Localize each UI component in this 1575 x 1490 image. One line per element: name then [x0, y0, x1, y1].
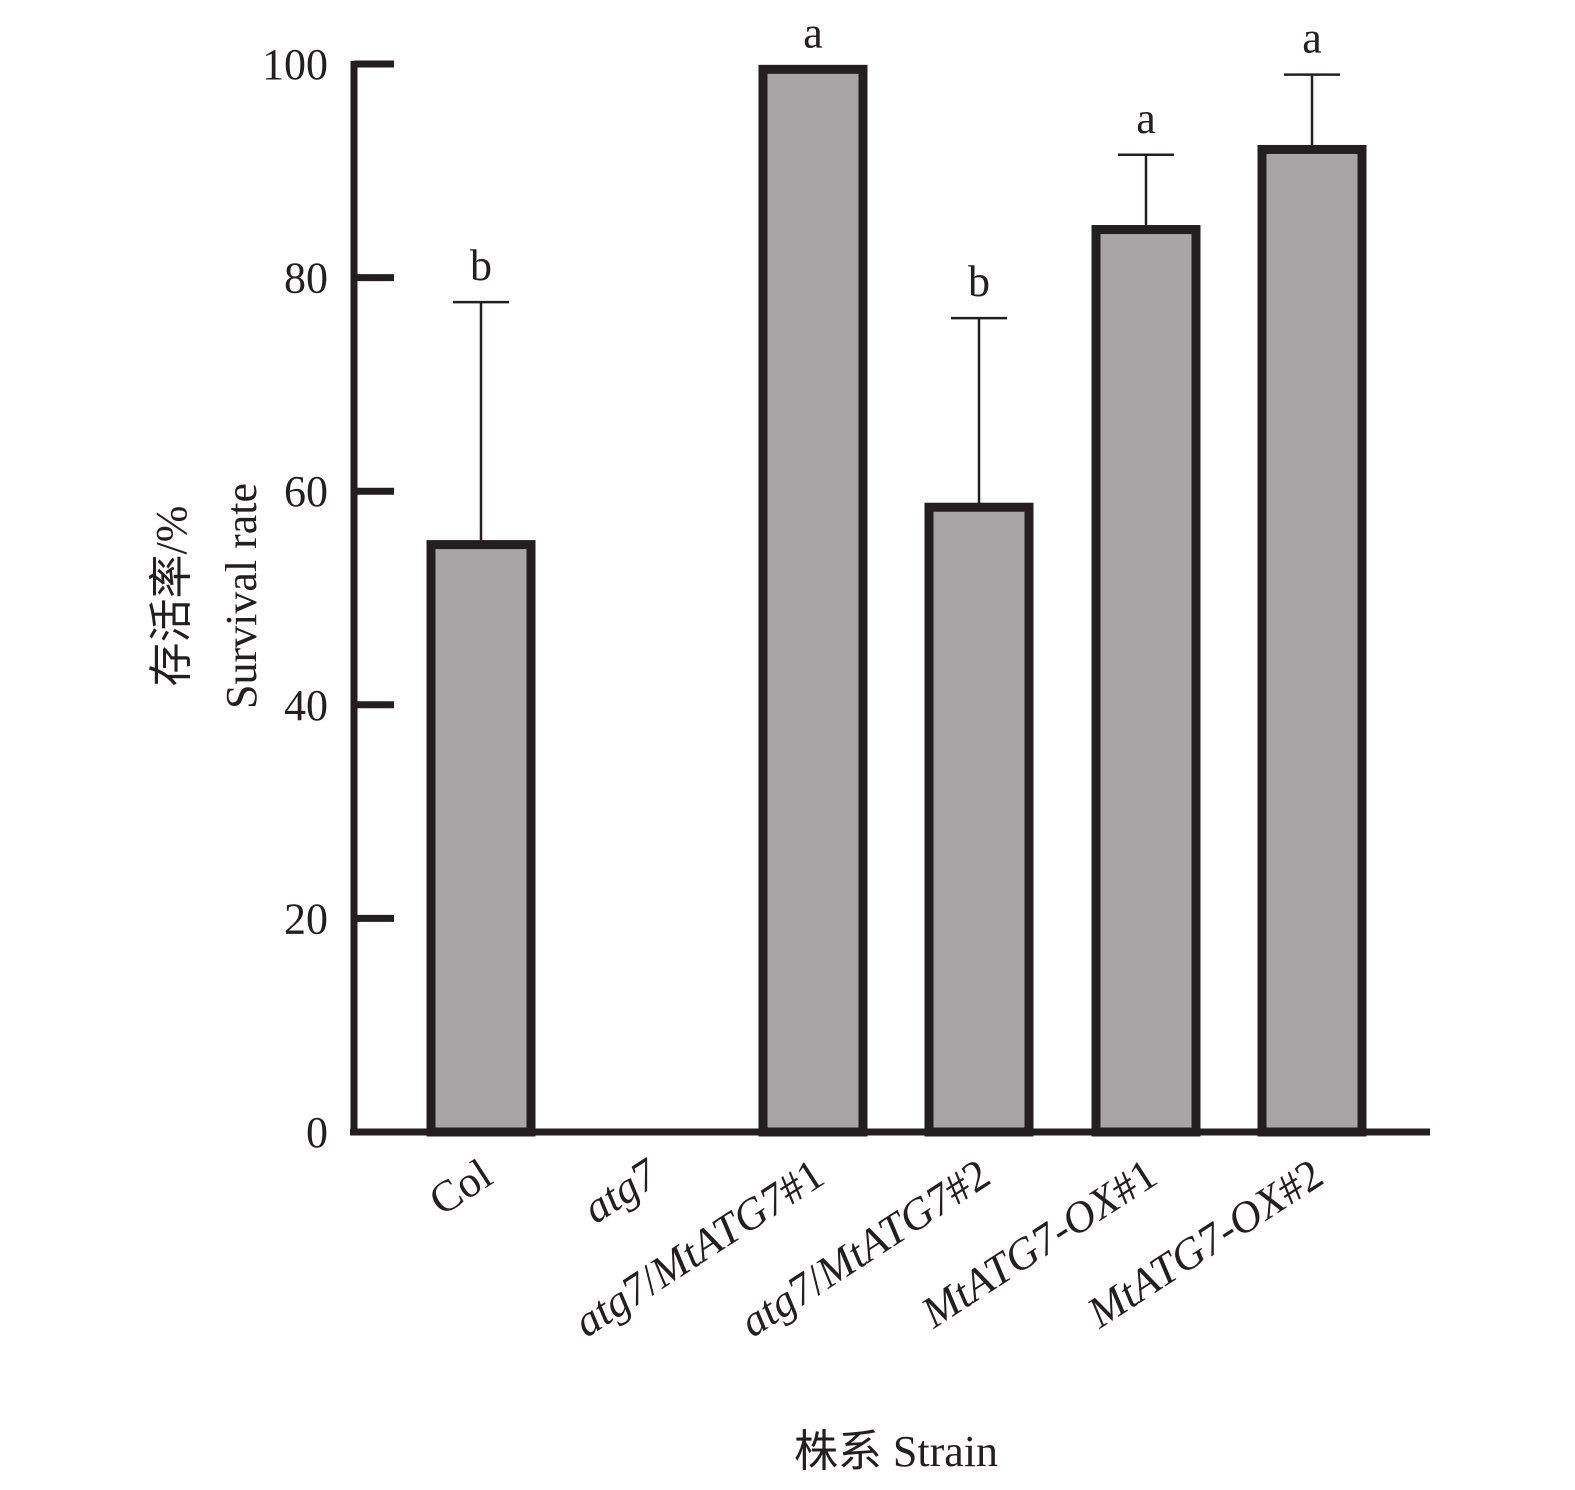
- category-label-atg7: atg7: [574, 1148, 668, 1233]
- y-axis-title-cn: 存活率/%: [147, 506, 196, 687]
- category-label-Col: Col: [420, 1149, 500, 1225]
- error-bar-MtATG7-OX#2: [1284, 73, 1340, 146]
- significance-label-atg7/MtATG7#2: b: [968, 257, 990, 306]
- y-tick-label-40: 40: [284, 681, 328, 730]
- y-axis-title: 存活率/%: [147, 506, 196, 687]
- svg-text:Col: Col: [420, 1149, 500, 1225]
- significance-label-MtATG7-OX#2: a: [1302, 14, 1322, 63]
- bars-group: [426, 64, 1367, 1137]
- y-axis-title-en: Survival rate: [217, 483, 266, 709]
- error-bar-atg7/MtATG7#2: [951, 316, 1007, 504]
- bar-atg7/MtATG7#1: [758, 64, 868, 1137]
- error-bar-MtATG7-OX#1: [1118, 153, 1174, 226]
- bar-Col: [426, 540, 536, 1137]
- category-labels-group: Col atg7atg7/MtATG7#1atg7/MtATG7#2MtATG7-…: [420, 1148, 1331, 1346]
- y-axis-title-en-wrap: Survival rate: [217, 483, 266, 709]
- bar-MtATG7-OX#1: [1091, 225, 1201, 1137]
- bar-atg7/MtATG7#2: [924, 502, 1034, 1137]
- y-axis: 0 20 40 60 80 100: [262, 40, 394, 1157]
- significance-labels-group: b a b a a: [470, 8, 1322, 306]
- error-bar-Col: [453, 300, 509, 541]
- significance-label-atg7/MtATG7#1: a: [803, 8, 823, 57]
- significance-label-MtATG7-OX#1: a: [1136, 94, 1156, 143]
- y-tick-label-80: 80: [284, 254, 328, 303]
- y-tick-label-0: 0: [306, 1108, 328, 1157]
- significance-label-Col: b: [470, 241, 492, 290]
- y-tick-label-100: 100: [262, 40, 328, 89]
- svg-text:atg7: atg7: [574, 1148, 668, 1233]
- x-axis-title: 株系 Strain: [794, 1427, 998, 1476]
- error-bars-group: [453, 73, 1340, 541]
- y-tick-label-20: 20: [284, 894, 328, 943]
- bar-MtATG7-OX#2: [1257, 144, 1367, 1137]
- y-tick-label-60: 60: [284, 467, 328, 516]
